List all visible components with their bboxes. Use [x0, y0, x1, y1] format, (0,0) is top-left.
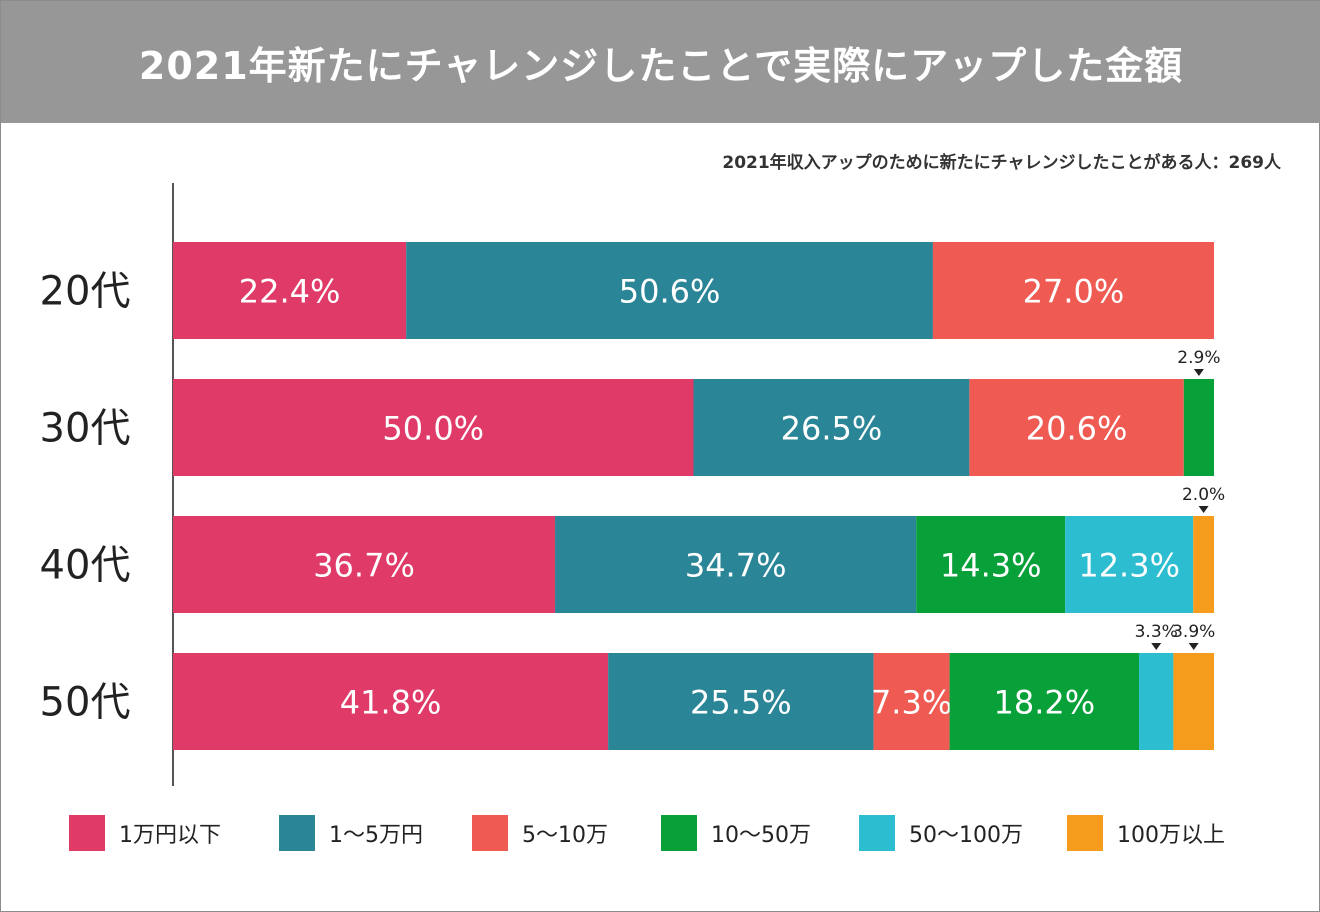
category-label: 30代 [40, 406, 131, 452]
chart-subtitle: 2021年収入アップのために新たにチャレンジしたことがある人：269人 [722, 153, 1281, 173]
bar-segment [916, 516, 1066, 613]
legend-label: 50～100万 [909, 823, 1023, 848]
data-label: 25.5% [690, 684, 792, 722]
bar-segment [932, 242, 1214, 339]
callout-label: 2.0% [1182, 485, 1225, 505]
bar-segment [173, 242, 407, 339]
legend-item: 10～50万 [661, 813, 811, 853]
legend-label: 100万以上 [1117, 823, 1225, 848]
bar-segment [949, 653, 1140, 750]
chart-title: 2021年新たにチャレンジしたことで実際にアップした金額 [138, 43, 1184, 88]
stacked-bar-chart: 20代 22.4% 50.6% 27.0% 30代 50.0% 26.5% 20.6% 2.9%… [40, 183, 1225, 786]
callout-arrow [1151, 643, 1162, 650]
bar-segment [173, 516, 556, 613]
data-label: 27.0% [1023, 273, 1125, 311]
bar-segment [406, 242, 933, 339]
data-label: 20.6% [1026, 410, 1128, 448]
legend-swatch [69, 815, 105, 851]
category-label: 50代 [40, 680, 131, 726]
callout-arrow [1188, 643, 1199, 650]
data-label: 7.3% [871, 684, 952, 722]
callout-arrow [1198, 506, 1209, 513]
bar-segment [693, 379, 970, 476]
category-label: 40代 [40, 543, 131, 589]
bar-segment [1193, 516, 1214, 613]
category-label: 20代 [40, 269, 131, 315]
data-label: 50.6% [619, 273, 721, 311]
bar-segment [1139, 653, 1174, 750]
callout-label: 2.9% [1177, 348, 1220, 368]
legend: 1万円以下 1～5万円 5～10万 10～50万 50～100万 100万以上 [69, 813, 1289, 853]
data-label: 36.7% [313, 547, 415, 585]
data-label: 12.3% [1078, 547, 1180, 585]
callout-label: 3.3% [1135, 622, 1178, 642]
legend-label: 5～10万 [522, 823, 608, 848]
bar-segment [608, 653, 874, 750]
legend-label: 1万円以下 [119, 823, 221, 848]
legend-item: 5～10万 [472, 813, 608, 853]
bar-segment [873, 653, 950, 750]
data-label: 22.4% [239, 273, 341, 311]
data-label: 50.0% [382, 410, 484, 448]
bar-segment [173, 653, 609, 750]
legend-swatch [472, 815, 508, 851]
bar-segment [1065, 516, 1194, 613]
data-label: 34.7% [685, 547, 787, 585]
legend-swatch [1067, 815, 1103, 851]
bar-segment [969, 379, 1184, 476]
title-banner: 2021年新たにチャレンジしたことで実際にアップした金額 [1, 1, 1320, 123]
bar-segment [1173, 653, 1214, 750]
legend-item: 50～100万 [859, 813, 1023, 853]
legend-item: 100万以上 [1067, 813, 1225, 853]
legend-swatch [661, 815, 697, 851]
callout-label: 3.9% [1172, 622, 1215, 642]
legend-swatch [279, 815, 315, 851]
data-label: 18.2% [993, 684, 1095, 722]
legend-item: 1～5万円 [279, 813, 423, 853]
data-label: 26.5% [781, 410, 883, 448]
bar-segment [555, 516, 917, 613]
legend-label: 10～50万 [711, 823, 811, 848]
data-label: 14.3% [940, 547, 1042, 585]
legend-label: 1～5万円 [329, 823, 423, 848]
legend-item: 1万円以下 [69, 813, 221, 853]
legend-swatch [859, 815, 895, 851]
data-label: 41.8% [340, 684, 442, 722]
bar-segment [173, 379, 694, 476]
bar-segment [1183, 379, 1214, 476]
callout-arrow [1193, 369, 1204, 376]
